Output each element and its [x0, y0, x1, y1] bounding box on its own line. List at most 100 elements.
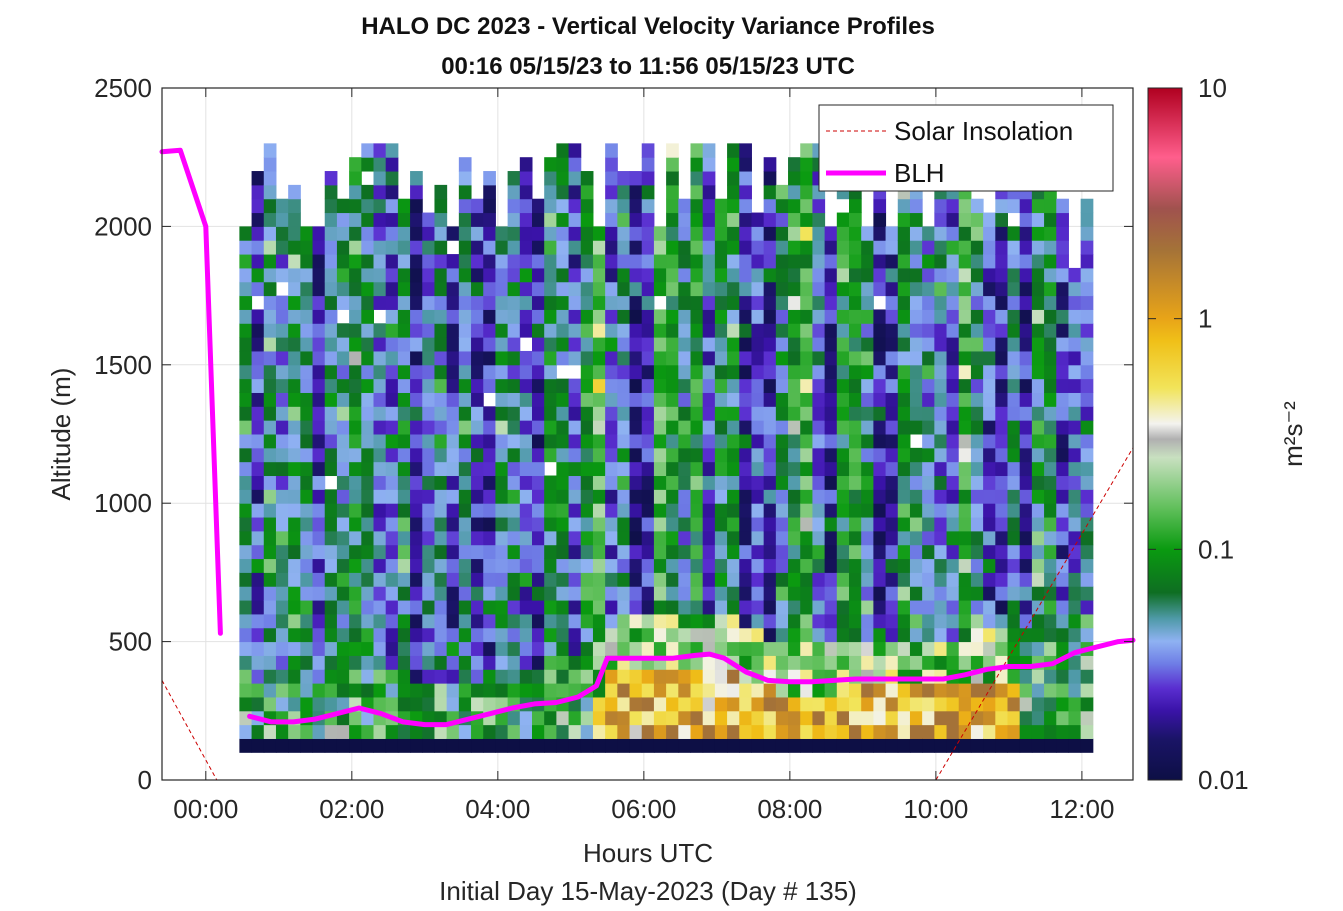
heatmap-cell: [897, 724, 911, 739]
heatmap-cell: [946, 613, 960, 629]
heatmap-cell: [458, 558, 472, 573]
heatmap-cell: [324, 323, 338, 338]
heatmap-cell: [763, 267, 777, 283]
heatmap-cell: [739, 364, 752, 380]
heatmap-cell: [1007, 641, 1021, 656]
heatmap-cell: [568, 489, 582, 504]
heatmap-cell: [361, 669, 375, 684]
heatmap-cell: [702, 350, 716, 366]
heatmap-cell: [983, 309, 996, 324]
heatmap-cell: [958, 254, 972, 269]
heatmap-cell: [263, 696, 277, 712]
heatmap-cell: [775, 337, 789, 352]
heatmap-cell: [605, 143, 618, 158]
heatmap-cell: [1068, 655, 1082, 670]
heatmap-cell: [251, 406, 265, 421]
heatmap-cell: [471, 503, 484, 518]
heatmap-cell: [629, 281, 643, 297]
heatmap-cell: [909, 461, 923, 477]
heatmap-cell: [666, 613, 679, 629]
heatmap-cell: [800, 655, 813, 670]
heatmap-cell: [507, 489, 521, 504]
heatmap-cell: [605, 544, 618, 560]
heatmap-cell: [1056, 517, 1069, 532]
heatmap-cell: [556, 143, 570, 158]
heatmap-cell: [1007, 323, 1021, 338]
chart-title-line2: 00:16 05/15/23 to 11:56 05/15/23 UTC: [441, 53, 855, 80]
heatmap-cell: [873, 461, 887, 477]
heatmap-cell: [544, 378, 557, 393]
heatmap-cell: [800, 350, 813, 366]
heatmap-cell: [1080, 724, 1094, 739]
heatmap-cell: [629, 212, 643, 227]
heatmap-cell: [275, 309, 289, 324]
heatmap-cell: [861, 586, 874, 601]
heatmap-cell: [812, 530, 826, 546]
heatmap-cell: [361, 184, 375, 200]
heatmap-cell: [373, 627, 387, 643]
heatmap-cell: [800, 157, 813, 172]
heatmap-cell: [983, 683, 996, 698]
heatmap-cell: [544, 295, 557, 310]
heatmap-cell: [1044, 669, 1057, 684]
heatmap-cell: [629, 295, 643, 310]
heatmap-cell: [702, 254, 716, 269]
heatmap-cell: [605, 434, 618, 449]
heatmap-cell: [324, 240, 338, 255]
heatmap-cell: [458, 613, 472, 629]
heatmap-cell: [690, 558, 704, 573]
heatmap-cell: [251, 240, 265, 255]
heatmap-cell: [678, 669, 692, 684]
heatmap-cell: [800, 226, 813, 241]
heatmap-cell: [275, 350, 289, 366]
heatmap-cell: [1019, 434, 1033, 449]
heatmap-cell: [349, 738, 362, 753]
heatmap-cell: [641, 724, 655, 739]
heatmap-cell: [897, 254, 911, 269]
heatmap-cell: [653, 323, 667, 338]
heatmap-cell: [812, 558, 826, 573]
heatmap-cell: [288, 226, 301, 241]
heatmap-cell: [336, 267, 350, 283]
heatmap-cell: [324, 586, 338, 601]
heatmap-cell: [751, 641, 765, 656]
heatmap-cell: [995, 392, 1009, 407]
heatmap-cell: [836, 281, 850, 297]
heatmap-cell: [605, 572, 618, 587]
heatmap-cell: [300, 254, 314, 269]
heatmap-cell: [239, 503, 253, 518]
heatmap-cell: [410, 586, 423, 601]
heatmap-cell: [580, 226, 594, 241]
heatmap-cell: [580, 489, 594, 504]
heatmap-cell: [556, 254, 570, 269]
heatmap-cell: [507, 378, 521, 393]
heatmap-cell: [422, 323, 435, 338]
heatmap-cell: [495, 461, 509, 477]
heatmap-cell: [702, 461, 716, 477]
heatmap-cell: [446, 447, 460, 463]
heatmap-cell: [812, 240, 826, 255]
heatmap-cell: [788, 157, 801, 172]
heatmap-cell: [970, 212, 984, 227]
heatmap-cell: [836, 447, 850, 463]
heatmap-cell: [275, 683, 289, 698]
heatmap-cell: [263, 392, 277, 407]
heatmap-cell: [251, 184, 265, 200]
heatmap-cell: [239, 226, 253, 241]
heatmap-cell: [641, 530, 655, 546]
heatmap-cell: [690, 350, 704, 366]
heatmap-cell: [495, 724, 509, 739]
heatmap-cell: [1056, 586, 1069, 601]
heatmap-cell: [263, 143, 277, 158]
heatmap-cell: [702, 517, 716, 532]
heatmap-cell: [934, 323, 948, 338]
heatmap-cell: [605, 627, 618, 643]
heatmap-cell: [751, 364, 765, 380]
heatmap-cell: [970, 655, 984, 670]
heatmap-cell: [239, 641, 253, 656]
heatmap-cell: [690, 226, 704, 241]
heatmap-cell: [410, 434, 423, 449]
heatmap-cell: [361, 641, 375, 656]
heatmap-cell: [995, 558, 1009, 573]
heatmap-cell: [836, 572, 850, 587]
